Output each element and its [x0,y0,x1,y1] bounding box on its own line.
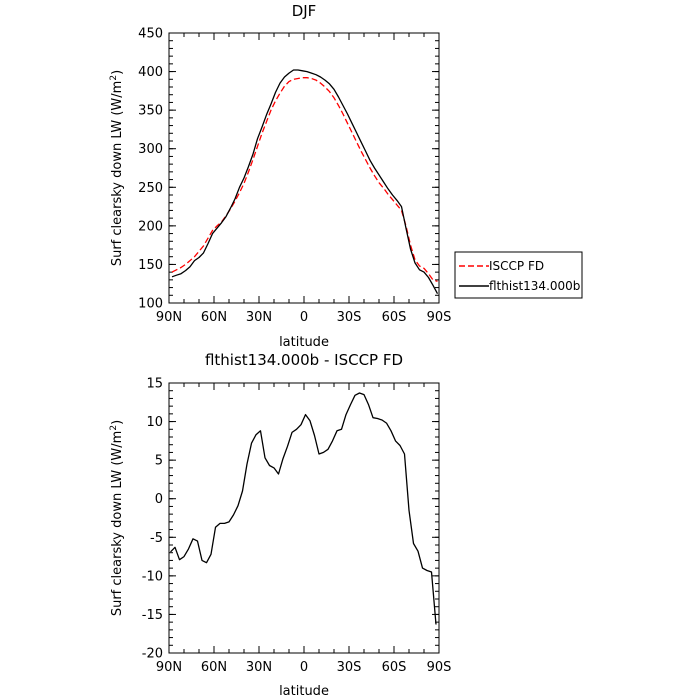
bottom-x-tick-label: 90N [156,660,182,675]
legend-label-isccp: ISCCP FD [489,259,544,273]
top-y-axis-label: Surf clearsky down LW (W/m2) [109,70,125,266]
bottom-panel-title: flthist134.000b - ISCCP FD [205,351,403,369]
top-x-tick-label: 30S [337,310,362,325]
top-y-tick-label: 300 [138,142,163,157]
top-y-axis-label-close: ) [110,70,125,75]
legend-label-model: flthist134.000b [489,279,580,293]
top-x-axis-label: latitude [279,335,329,350]
top-series-line-flthist134-000b [171,69,439,295]
top-x-tick-label: 0 [300,310,308,325]
bottom-y-tick-label: 10 [146,415,163,430]
top-x-tick-label: 60S [382,310,407,325]
top-x-tick-label: 90N [156,310,182,325]
legend-box [454,251,583,299]
bottom-x-tick-label: 60N [201,660,227,675]
bottom-y-tick-label: 0 [155,492,163,507]
top-y-tick-label: 100 [138,297,163,312]
top-y-tick-label: 350 [138,104,163,119]
top-axis-ticks: 90N 60N 30N 0 30S 60S 90S 100 150 200 250 300 350 400… [138,27,451,326]
top-y-tick-label: 200 [138,219,163,234]
top-series-group [171,69,439,295]
bottom-y-tick-label: 15 [146,377,163,392]
bottom-y-tick-label: 5 [155,454,163,469]
bottom-y-tick-label: -10 [142,569,163,584]
top-y-tick-label: 150 [138,258,163,273]
bottom-axis-ticks: 90N 60N 30N 0 30S 60S 90S -20 -15 -10 -5 0 5 10 15 [142,377,452,676]
bottom-y-axis-label-close: ) [110,420,125,425]
bottom-y-tick-label: -15 [142,608,163,623]
bottom-x-tick-label: 30S [337,660,362,675]
bottom-y-axis-label-sup: 2 [109,425,119,431]
top-y-tick-label: 250 [138,181,163,196]
bottom-y-axis-label-main: Surf clearsky down LW (W/m [110,431,125,617]
bottom-x-tick-label: 90S [427,660,452,675]
bottom-x-tick-label: 0 [300,660,308,675]
top-y-axis-label-main: Surf clearsky down LW (W/m [110,81,125,267]
top-y-axis-label-sup: 2 [109,75,119,81]
top-x-tick-label: 60N [201,310,227,325]
top-y-tick-label: 450 [138,27,163,42]
bottom-x-tick-label: 60S [382,660,407,675]
bottom-x-tick-label: 30N [246,660,272,675]
top-x-tick-label: 90S [427,310,452,325]
top-panel-title: DJF [292,2,317,20]
bottom-series-group [170,392,437,625]
legend: ISCCP FD flthist134.000b [454,251,583,299]
top-plot-frame [168,32,440,304]
bottom-y-tick-label: -20 [142,647,163,662]
top-panel: DJF 90N 60N 30N 0 30S 60S 90S 100 150 200 250 300 35… [109,2,451,350]
top-y-tick-label: 400 [138,65,163,80]
bottom-panel: flthist134.000b - ISCCP FD 90N 60N 30N 0 30S… [109,351,451,699]
bottom-y-tick-label: -5 [150,531,163,546]
bottom-series-line-difference-0 [170,392,437,625]
bottom-x-axis-label: latitude [279,684,329,699]
top-x-tick-label: 30N [246,310,272,325]
bottom-y-axis-label: Surf clearsky down LW (W/m2) [109,420,125,616]
bottom-plot-frame [168,382,440,654]
top-series-line-isccp-fd [171,77,438,283]
